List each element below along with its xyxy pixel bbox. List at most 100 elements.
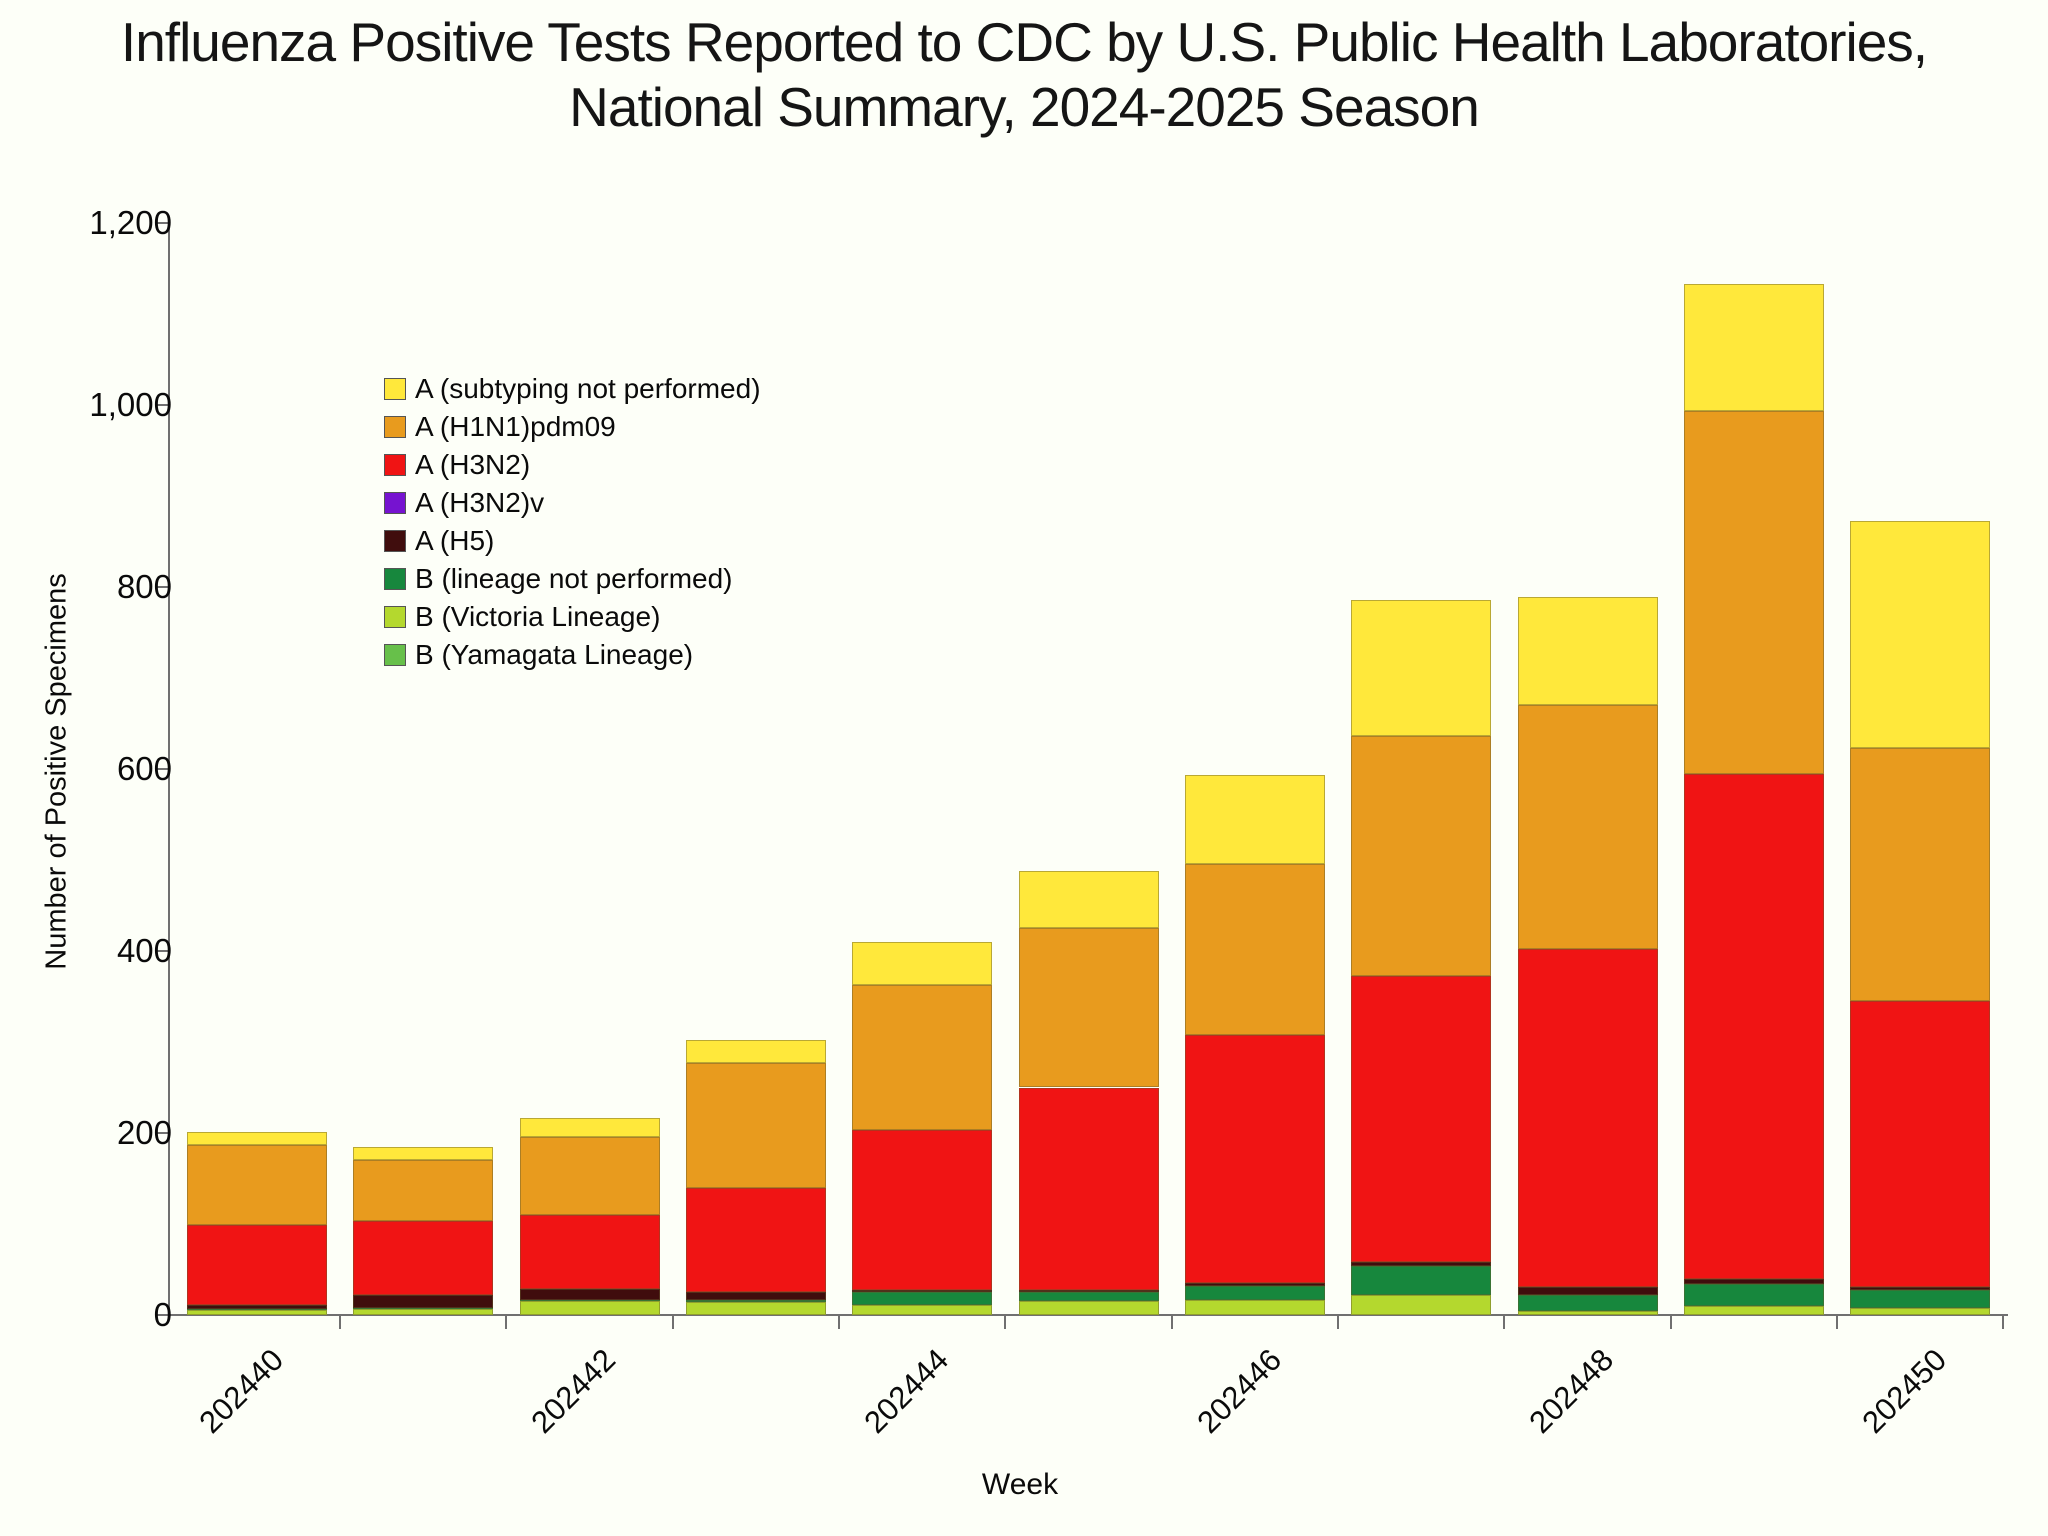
bar-segment bbox=[1184, 1285, 1325, 1301]
x-tick-label: 202446 bbox=[1189, 1342, 1288, 1440]
bar-segment bbox=[187, 1224, 327, 1305]
bar-segment bbox=[852, 1289, 993, 1293]
bar-202449 bbox=[1683, 283, 1824, 1315]
bar-202448 bbox=[1517, 597, 1658, 1315]
x-axis-tick bbox=[1337, 1316, 1340, 1329]
bar-segment bbox=[519, 1301, 660, 1315]
bar-202442 bbox=[519, 1118, 660, 1315]
bar-segment bbox=[852, 1292, 993, 1305]
bar-segment bbox=[1850, 1290, 1991, 1308]
bar-segment bbox=[1184, 775, 1325, 864]
bar-segment bbox=[187, 1144, 327, 1225]
bar-segment bbox=[1018, 1301, 1159, 1315]
bar-segment bbox=[1351, 736, 1492, 976]
bar-segment bbox=[1683, 1278, 1824, 1285]
legend-item: A (H5) bbox=[384, 525, 761, 556]
legend-label: A (H1N1)pdm09 bbox=[415, 411, 616, 442]
y-axis-tick bbox=[155, 1132, 168, 1134]
bar-segment bbox=[1018, 1292, 1159, 1302]
bar-segment bbox=[1351, 1294, 1492, 1315]
bar-segment bbox=[353, 1160, 494, 1222]
bar-segment bbox=[1683, 1305, 1824, 1315]
bar-segment bbox=[685, 1300, 826, 1303]
bar-segment bbox=[187, 1308, 327, 1311]
bar-segment bbox=[187, 1305, 327, 1309]
bar-segment bbox=[1018, 928, 1159, 1088]
bar-segment bbox=[519, 1136, 660, 1215]
legend-swatch bbox=[384, 644, 406, 666]
legend-label: A (H3N2)v bbox=[415, 487, 545, 518]
legend-swatch bbox=[384, 416, 406, 438]
y-tick-label: 200 bbox=[116, 1114, 172, 1151]
bar-segment bbox=[685, 1040, 826, 1063]
y-axis-line bbox=[168, 222, 170, 1319]
bar-segment bbox=[519, 1299, 660, 1302]
x-axis-tick bbox=[1004, 1316, 1007, 1329]
bar-202444 bbox=[852, 941, 993, 1315]
bar-segment bbox=[685, 1292, 826, 1301]
bar-segment bbox=[852, 1304, 993, 1315]
bar-segment bbox=[1351, 975, 1492, 1263]
bar-segment bbox=[685, 1187, 826, 1293]
legend-swatch bbox=[384, 530, 406, 552]
bar-segment bbox=[1517, 705, 1658, 950]
bar-202446 bbox=[1184, 775, 1325, 1315]
chart-title: Influenza Positive Tests Reported to CDC… bbox=[0, 10, 2048, 140]
bar-segment bbox=[1850, 1286, 1991, 1291]
bar-202450 bbox=[1850, 520, 1991, 1315]
y-tick-label: 1,200 bbox=[89, 204, 172, 241]
bar-segment bbox=[353, 1294, 494, 1308]
bar-segment bbox=[1517, 949, 1658, 1287]
bar-202441 bbox=[353, 1146, 494, 1315]
bar-202443 bbox=[685, 1040, 826, 1315]
x-axis-tick bbox=[339, 1316, 342, 1329]
bar-202445 bbox=[1018, 870, 1159, 1315]
legend-label: B (lineage not performed) bbox=[415, 563, 733, 594]
x-tick-label: 202450 bbox=[1855, 1342, 1954, 1440]
bar-segment bbox=[1517, 1311, 1658, 1315]
legend: A (subtyping not performed) A (H1N1)pdm09… bbox=[384, 373, 761, 670]
bar-segment bbox=[519, 1214, 660, 1289]
legend-swatch bbox=[384, 568, 406, 590]
x-axis-tick bbox=[2002, 1316, 2005, 1329]
bar-segment bbox=[1018, 1289, 1159, 1293]
legend-label: B (Victoria Lineage) bbox=[415, 601, 661, 632]
bar-segment bbox=[519, 1118, 660, 1137]
legend-swatch bbox=[384, 606, 406, 628]
bar-202447 bbox=[1351, 599, 1492, 1315]
y-tick-label: 600 bbox=[116, 750, 172, 787]
y-axis-tick bbox=[155, 586, 168, 588]
bar-segment bbox=[1850, 1001, 1991, 1287]
bar-segment bbox=[852, 1130, 993, 1290]
bar-segment bbox=[1683, 773, 1824, 1279]
bar-segment bbox=[685, 1302, 826, 1315]
bar-segment bbox=[1184, 1034, 1325, 1284]
legend-swatch bbox=[384, 378, 406, 400]
bar-segment bbox=[1351, 1262, 1492, 1266]
x-tick-label: 202440 bbox=[191, 1342, 290, 1440]
y-axis-tick bbox=[155, 222, 168, 224]
legend-label: A (H5) bbox=[415, 525, 495, 556]
bar-segment bbox=[1850, 520, 1991, 749]
bar-segment bbox=[1018, 870, 1159, 929]
bar-segment bbox=[353, 1221, 494, 1295]
x-tick-label: 202444 bbox=[857, 1342, 956, 1440]
bar-202440 bbox=[187, 1132, 327, 1315]
legend-label: A (subtyping not performed) bbox=[415, 373, 761, 404]
y-tick-label: 800 bbox=[116, 568, 172, 605]
x-axis-tick bbox=[671, 1316, 674, 1329]
x-axis-title: Week bbox=[981, 1468, 1059, 1501]
bar-segment bbox=[1184, 1283, 1325, 1286]
legend-item: A (H1N1)pdm09 bbox=[384, 411, 761, 442]
bar-segment bbox=[353, 1307, 494, 1309]
bar-segment bbox=[1351, 599, 1492, 737]
bar-segment bbox=[1683, 411, 1824, 774]
bar-segment bbox=[685, 1062, 826, 1188]
y-tick-label: 0 bbox=[153, 1296, 172, 1333]
x-axis-tick bbox=[1170, 1316, 1173, 1329]
y-tick-label: 400 bbox=[116, 932, 172, 969]
bar-segment bbox=[1683, 1284, 1824, 1306]
bar-segment bbox=[1184, 863, 1325, 1035]
x-tick-label: 202448 bbox=[1522, 1342, 1621, 1440]
